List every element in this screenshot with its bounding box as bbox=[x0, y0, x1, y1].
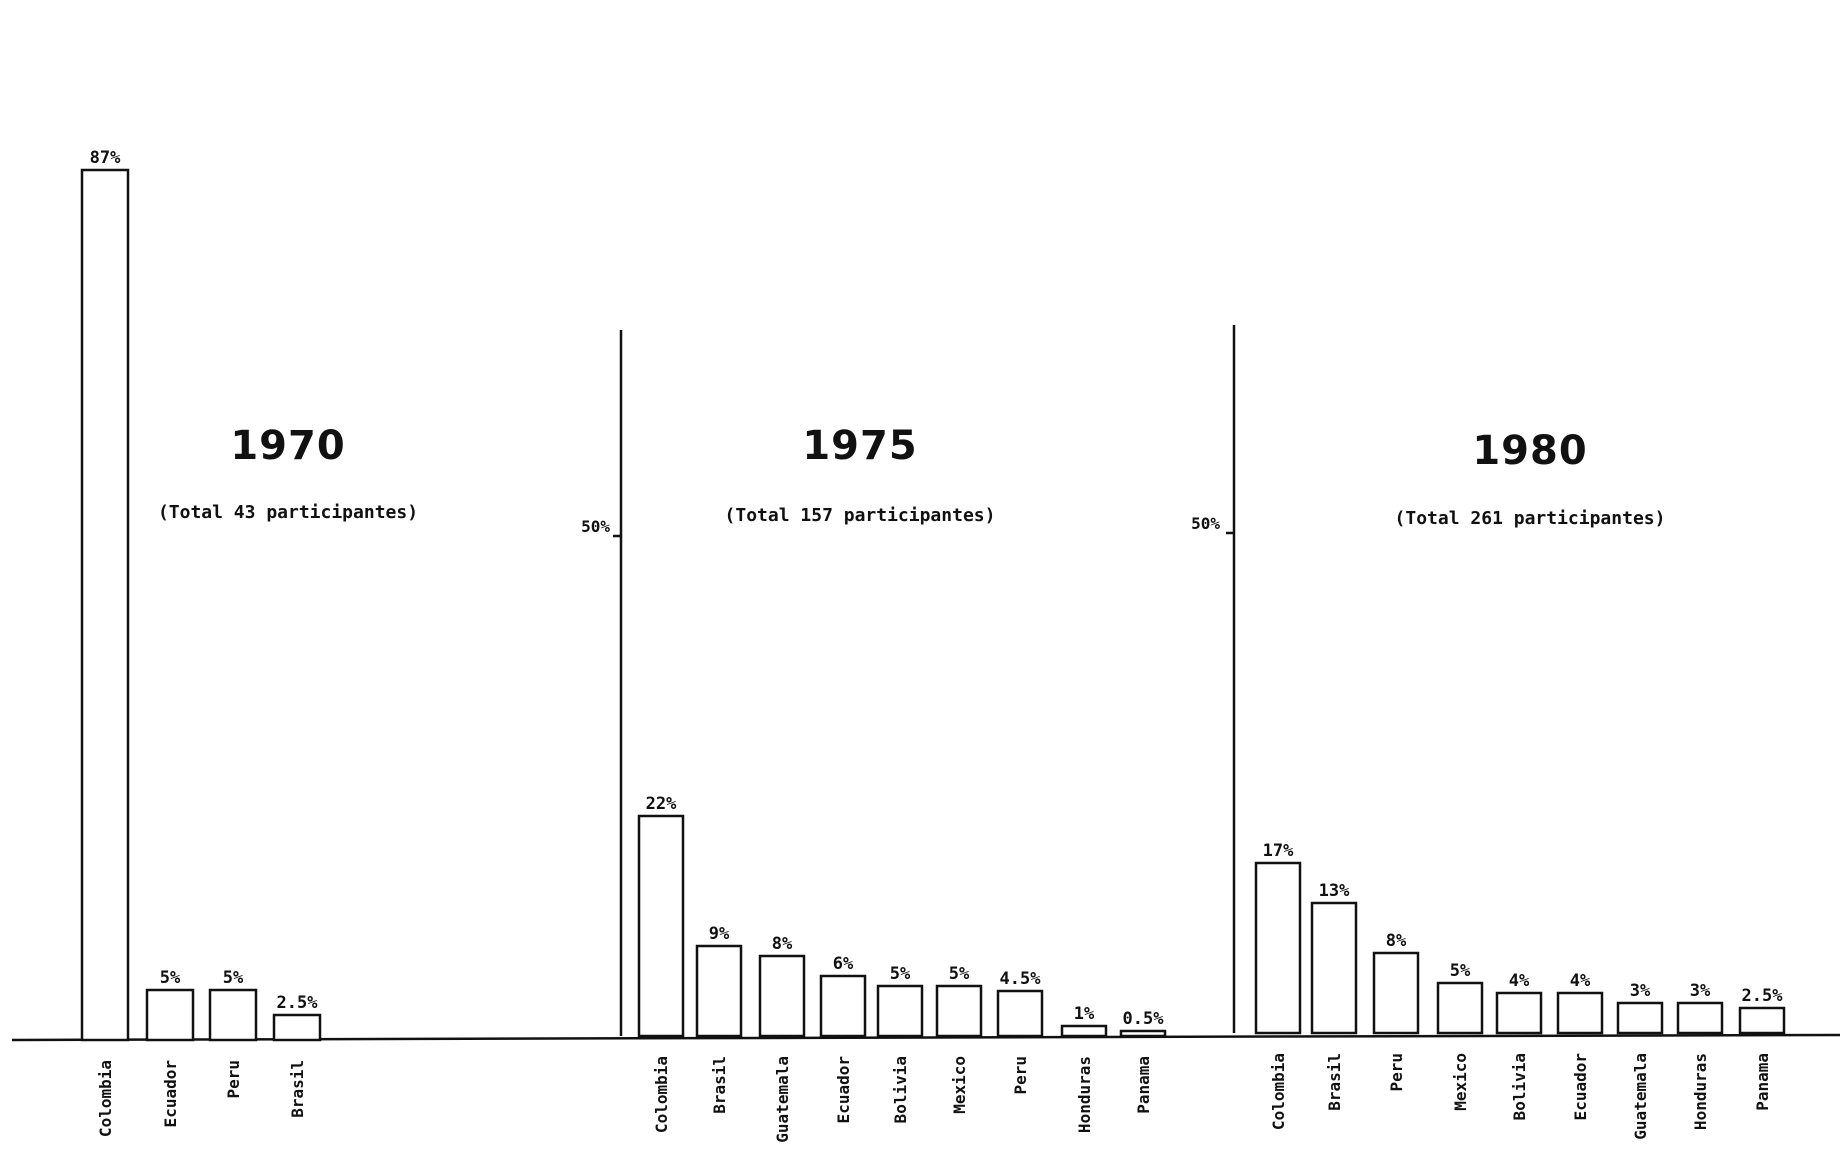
bar-1980-brasil bbox=[1310, 901, 1358, 1035]
value-label-1970-ecuador: 5% bbox=[160, 968, 181, 988]
category-label-1970-peru: Peru bbox=[224, 1060, 243, 1099]
value-label-1980-panama: 2.5% bbox=[1742, 986, 1784, 1006]
panel-1970: 1970 (Total 43 participantes) 87% Colombi… bbox=[80, 148, 418, 1137]
y-tick-label-1980: 50% bbox=[1191, 514, 1220, 533]
bar-1975-peru bbox=[996, 989, 1044, 1038]
category-label-1975-brasil: Brasil bbox=[710, 1056, 729, 1114]
value-label-1980-guatemala: 3% bbox=[1630, 981, 1651, 1001]
bar-1975-honduras bbox=[1060, 1024, 1108, 1038]
value-label-1975-panama: 0.5% bbox=[1123, 1009, 1165, 1029]
bar-1980-ecuador bbox=[1556, 991, 1604, 1035]
bar-1980-colombia bbox=[1254, 861, 1302, 1035]
category-label-1980-brasil: Brasil bbox=[1325, 1053, 1344, 1111]
value-label-1980-honduras: 3% bbox=[1690, 981, 1711, 1001]
category-label-1975-bolivia: Bolivia bbox=[891, 1056, 910, 1123]
category-label-1980-peru: Peru bbox=[1387, 1053, 1406, 1092]
category-label-1975-panama: Panama bbox=[1134, 1056, 1153, 1114]
category-label-1975-honduras: Honduras bbox=[1075, 1056, 1094, 1133]
bar-1970-brasil bbox=[272, 1013, 322, 1042]
category-label-1980-mexico: Mexico bbox=[1451, 1053, 1470, 1111]
bar-1975-guatemala bbox=[758, 954, 806, 1038]
value-label-1975-ecuador: 6% bbox=[833, 954, 854, 974]
panel-1975: 1975 (Total 157 participantes) 50% 22% Col… bbox=[581, 330, 1167, 1143]
category-label-1975-guatemala: Guatemala bbox=[773, 1056, 792, 1143]
bar-1975-ecuador bbox=[819, 974, 867, 1038]
category-label-1975-colombia: Colombia bbox=[652, 1056, 671, 1133]
value-label-1975-mexico: 5% bbox=[949, 964, 970, 984]
panel-subtitle-1980: (Total 261 participantes) bbox=[1395, 508, 1666, 529]
category-label-1975-peru: Peru bbox=[1011, 1056, 1030, 1095]
bar-1980-guatemala bbox=[1616, 1001, 1664, 1035]
category-label-1980-guatemala: Guatemala bbox=[1631, 1053, 1650, 1140]
category-label-1970-ecuador: Ecuador bbox=[161, 1060, 180, 1127]
bar-1980-panama bbox=[1738, 1006, 1786, 1035]
category-label-1980-honduras: Honduras bbox=[1691, 1053, 1710, 1130]
bar-1980-bolivia bbox=[1495, 991, 1543, 1035]
category-label-1980-colombia: Colombia bbox=[1269, 1053, 1288, 1130]
bar-1980-mexico bbox=[1436, 981, 1484, 1035]
panel-title-1975: 1975 bbox=[802, 423, 917, 469]
category-label-1970-brasil: Brasil bbox=[288, 1060, 307, 1118]
value-label-1970-peru: 5% bbox=[223, 968, 244, 988]
bar-1970-colombia bbox=[80, 168, 130, 1042]
value-label-1980-colombia: 17% bbox=[1263, 841, 1294, 861]
value-label-1975-peru: 4.5% bbox=[1000, 969, 1042, 989]
category-label-1980-panama: Panama bbox=[1753, 1053, 1772, 1111]
value-label-1975-brasil: 9% bbox=[709, 924, 730, 944]
bar-1975-brasil bbox=[695, 944, 743, 1038]
panel-title-1980: 1980 bbox=[1472, 428, 1587, 474]
panel-title-1970: 1970 bbox=[230, 423, 345, 469]
panel-subtitle-1970: (Total 43 participantes) bbox=[158, 502, 418, 523]
value-label-1980-bolivia: 4% bbox=[1509, 971, 1530, 991]
bar-1970-peru bbox=[208, 988, 258, 1042]
value-label-1970-brasil: 2.5% bbox=[277, 993, 319, 1013]
category-label-1980-ecuador: Ecuador bbox=[1571, 1053, 1590, 1120]
bar-1980-honduras bbox=[1676, 1001, 1724, 1035]
value-label-1980-ecuador: 4% bbox=[1570, 971, 1591, 991]
category-label-1975-mexico: Mexico bbox=[950, 1056, 969, 1114]
panel-subtitle-1975: (Total 157 participantes) bbox=[725, 505, 996, 526]
value-label-1980-mexico: 5% bbox=[1450, 961, 1471, 981]
value-label-1975-bolivia: 5% bbox=[890, 964, 911, 984]
panel-1980: 1980 (Total 261 participantes) 50% 17% Col… bbox=[1191, 325, 1786, 1140]
value-label-1975-honduras: 1% bbox=[1074, 1004, 1095, 1024]
category-label-1975-ecuador: Ecuador bbox=[834, 1056, 853, 1123]
category-label-1970-colombia: Colombia bbox=[96, 1060, 115, 1137]
value-label-1975-colombia: 22% bbox=[646, 794, 677, 814]
bar-1975-mexico bbox=[935, 984, 983, 1038]
bar-1975-colombia bbox=[637, 814, 685, 1038]
bar-1970-ecuador bbox=[145, 988, 195, 1042]
value-label-1980-peru: 8% bbox=[1386, 931, 1407, 951]
bar-1980-peru bbox=[1372, 951, 1420, 1035]
category-label-1980-bolivia: Bolivia bbox=[1510, 1053, 1529, 1120]
bar-1975-bolivia bbox=[876, 984, 924, 1038]
bar-1975-panama bbox=[1119, 1029, 1167, 1038]
y-tick-label-1975: 50% bbox=[581, 517, 610, 536]
value-label-1975-guatemala: 8% bbox=[772, 934, 793, 954]
value-label-1970-colombia: 87% bbox=[90, 148, 121, 168]
value-label-1980-brasil: 13% bbox=[1319, 881, 1350, 901]
